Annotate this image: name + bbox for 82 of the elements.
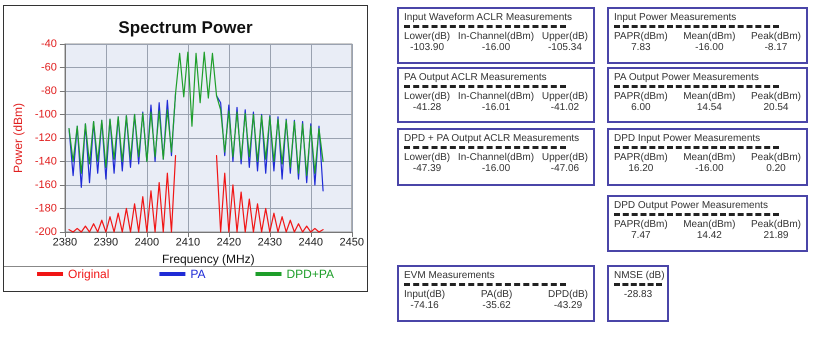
y-tick-label: -180 xyxy=(34,202,57,214)
category-label: Input(dB) xyxy=(404,289,446,300)
text: 7.47 xyxy=(631,230,651,241)
text: -41.28 xyxy=(412,102,442,113)
text: 7.83 xyxy=(631,42,651,53)
text: -105.34 xyxy=(548,42,582,53)
x-tick-label: 2440 xyxy=(298,236,324,248)
text: PA Output Power Measurements xyxy=(614,72,760,83)
category-label: In-Channel(dBm) xyxy=(458,31,534,42)
text: DPD Output Power Measurements xyxy=(614,200,769,211)
text: Input Waveform ACLR Measurements xyxy=(404,12,574,23)
category-label: Lower(dB) xyxy=(404,152,450,163)
text: 16.20 xyxy=(628,163,654,174)
category-label: Upper(dB) xyxy=(542,31,588,42)
text: 20.54 xyxy=(763,102,788,113)
x-tick-label: 2430 xyxy=(258,236,282,248)
x-tick-label: 2390 xyxy=(94,236,118,248)
y-tick-label: -120 xyxy=(34,132,57,144)
x-tick-label: 2380 xyxy=(52,236,78,248)
y-axis-title: Power (dBm) xyxy=(11,102,25,174)
y-tick-label: -140 xyxy=(34,156,57,168)
category-label: PAPR(dBm) xyxy=(614,91,668,102)
x-tick-label: 2400 xyxy=(134,236,160,248)
category-label: Lower(dB) xyxy=(404,31,450,42)
chart-title: Spectrum Power xyxy=(118,18,253,37)
category-label: Peak(dBm) xyxy=(750,152,801,163)
text: -16.00 xyxy=(482,163,510,174)
text: -47.06 xyxy=(550,163,580,174)
text: 14.54 xyxy=(696,102,722,113)
text: -16.00 xyxy=(482,42,510,53)
category-label: Peak(dBm) xyxy=(750,219,801,230)
legend-label: PA xyxy=(190,267,206,281)
category-label: Upper(dB) xyxy=(542,91,588,102)
text: -41.02 xyxy=(550,102,580,113)
category-label: PA(dB) xyxy=(480,289,512,300)
category-label: Lower(dB) xyxy=(404,91,450,102)
category-label: PAPR(dBm) xyxy=(614,152,668,163)
category-label: Mean(dBm) xyxy=(683,91,736,102)
category-label: Peak(dBm) xyxy=(750,31,801,42)
text: DPD Input Power Measurements xyxy=(614,133,762,144)
y-tick-label: -200 xyxy=(34,226,57,238)
text: -8.17 xyxy=(764,42,788,53)
category-label: PAPR(dBm) xyxy=(614,219,668,230)
text: NMSE (dB) xyxy=(614,270,665,281)
text: -43.29 xyxy=(554,300,582,311)
text: PA Output ACLR Measurements xyxy=(404,72,548,83)
text: -16.00 xyxy=(695,163,724,174)
text: -35.62 xyxy=(482,300,511,311)
category-label: In-Channel(dBm) xyxy=(458,91,534,102)
category-label: Mean(dBm) xyxy=(683,219,736,230)
y-tick-label: -40 xyxy=(41,38,57,50)
text: -74.16 xyxy=(410,300,439,311)
x-tick-label: 2450 xyxy=(340,236,364,248)
text: EVM Measurements xyxy=(404,270,496,281)
text: -16.01 xyxy=(482,102,510,113)
category-label: Peak(dBm) xyxy=(750,91,801,102)
category-label: DPD(dB) xyxy=(548,289,588,300)
line-series xyxy=(68,52,324,176)
legend-label: DPD+PA xyxy=(286,267,334,281)
text: 14.42 xyxy=(696,230,722,241)
x-axis-title: Frequency (MHz) xyxy=(162,252,255,266)
y-tick-label: -100 xyxy=(34,108,57,120)
text: -47.39 xyxy=(412,163,442,174)
x-tick-label: 2410 xyxy=(176,236,200,248)
text: 6.00 xyxy=(631,102,651,113)
text: -16.00 xyxy=(695,42,724,53)
x-tick-label: 2420 xyxy=(216,236,242,248)
category-label: Mean(dBm) xyxy=(683,152,736,163)
category-label: PAPR(dBm) xyxy=(614,31,668,42)
text: -28.83 xyxy=(624,289,652,300)
y-tick-label: -160 xyxy=(34,179,57,191)
text: -103.90 xyxy=(410,42,444,53)
text: 0.20 xyxy=(766,163,786,174)
category-label: Upper(dB) xyxy=(542,152,588,163)
text: Input Power Measurements xyxy=(614,12,738,23)
category-label: In-Channel(dBm) xyxy=(458,152,534,163)
text: 21.89 xyxy=(763,230,788,241)
y-tick-label: -60 xyxy=(41,62,57,74)
text: DPD + PA Output ACLR Measurements xyxy=(404,133,580,144)
category-label: Mean(dBm) xyxy=(683,31,736,42)
y-tick-label: -80 xyxy=(41,85,57,97)
legend-label: Original xyxy=(68,267,110,281)
